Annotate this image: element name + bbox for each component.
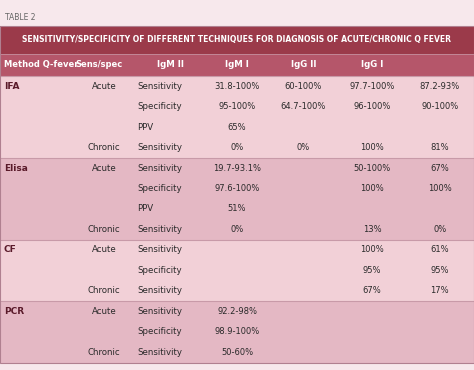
Bar (0, 301, 474, 322)
Text: 0%: 0% (230, 225, 244, 234)
Text: Chronic: Chronic (88, 143, 120, 152)
Text: 0%: 0% (297, 143, 310, 152)
Text: SENSITIVITY/SPECIFICITY OF DIFFERENT TECHNIQUES FOR DIAGNOSIS OF ACUTE/CHRONIC Q: SENSITIVITY/SPECIFICITY OF DIFFERENT TEC… (22, 35, 452, 44)
Text: 96-100%: 96-100% (354, 102, 391, 111)
Text: IgG II: IgG II (291, 60, 316, 69)
Text: 50-100%: 50-100% (354, 164, 391, 172)
Text: Sensitivity: Sensitivity (137, 286, 182, 295)
Bar (0, 137, 474, 158)
Text: IgM II: IgM II (157, 60, 184, 69)
Text: Elisa: Elisa (4, 164, 27, 172)
Bar (0, 260, 474, 281)
Text: 65%: 65% (228, 122, 246, 132)
Text: Acute: Acute (92, 164, 117, 172)
Text: 60-100%: 60-100% (285, 82, 322, 91)
Text: Sensitivity: Sensitivity (137, 245, 182, 255)
Bar (0, 199, 474, 219)
Text: 87.2-93%: 87.2-93% (419, 82, 460, 91)
Text: Specificity: Specificity (137, 184, 182, 193)
Bar (0, 219, 474, 240)
Bar (0, 96, 474, 117)
Bar (0, 342, 474, 363)
Text: 0%: 0% (230, 143, 244, 152)
Text: 19.7-93.1%: 19.7-93.1% (213, 164, 261, 172)
Text: Sens/spec: Sens/spec (76, 60, 123, 69)
Text: Chronic: Chronic (88, 286, 120, 295)
Text: Acute: Acute (92, 307, 117, 316)
Text: Sensitivity: Sensitivity (137, 82, 182, 91)
Text: IgM I: IgM I (225, 60, 249, 69)
Bar (0, 322, 474, 342)
Bar (0, 54, 474, 76)
Text: 61%: 61% (430, 245, 449, 255)
Text: 50-60%: 50-60% (221, 348, 253, 357)
Text: CF: CF (4, 245, 17, 255)
Text: 64.7-100%: 64.7-100% (281, 102, 326, 111)
Bar (0, 76, 474, 96)
Text: Sensitivity: Sensitivity (137, 143, 182, 152)
Text: 100%: 100% (428, 184, 452, 193)
Text: Sensitivity: Sensitivity (137, 307, 182, 316)
Text: 95%: 95% (430, 266, 449, 275)
Text: 92.2-98%: 92.2-98% (217, 307, 257, 316)
Text: Chronic: Chronic (88, 225, 120, 234)
Text: IFA: IFA (4, 82, 19, 91)
Text: 67%: 67% (430, 164, 449, 172)
Text: 81%: 81% (430, 143, 449, 152)
Text: Sensitivity: Sensitivity (137, 164, 182, 172)
Bar (0, 281, 474, 301)
Text: 97.6-100%: 97.6-100% (214, 184, 260, 193)
Bar (0, 178, 474, 199)
Text: PPV: PPV (137, 205, 154, 213)
Text: Acute: Acute (92, 82, 117, 91)
Bar (0, 158, 474, 178)
Text: PCR: PCR (4, 307, 24, 316)
Text: Specificity: Specificity (137, 102, 182, 111)
Text: 100%: 100% (360, 143, 384, 152)
Text: 100%: 100% (360, 245, 384, 255)
Text: Method Q-fever: Method Q-fever (4, 60, 78, 69)
Bar (0, 26, 474, 54)
Text: PPV: PPV (137, 122, 154, 132)
Text: Chronic: Chronic (88, 348, 120, 357)
Text: 0%: 0% (433, 225, 446, 234)
Text: 97.7-100%: 97.7-100% (349, 82, 395, 91)
Bar (0, 240, 474, 260)
Text: Specificity: Specificity (137, 327, 182, 336)
Text: 31.8-100%: 31.8-100% (214, 82, 260, 91)
Text: Acute: Acute (92, 245, 117, 255)
Text: Sensitivity: Sensitivity (137, 225, 182, 234)
Text: 95-100%: 95-100% (219, 102, 255, 111)
Text: 95%: 95% (363, 266, 382, 275)
Bar (0, 117, 474, 137)
Text: 98.9-100%: 98.9-100% (214, 327, 260, 336)
Text: 13%: 13% (363, 225, 382, 234)
Text: Sensitivity: Sensitivity (137, 348, 182, 357)
Text: 51%: 51% (228, 205, 246, 213)
Text: 100%: 100% (360, 184, 384, 193)
Text: IgG I: IgG I (361, 60, 383, 69)
Text: 67%: 67% (363, 286, 382, 295)
Text: 17%: 17% (430, 286, 449, 295)
Text: Specificity: Specificity (137, 266, 182, 275)
Text: 90-100%: 90-100% (421, 102, 458, 111)
Text: TABLE 2: TABLE 2 (5, 13, 35, 22)
